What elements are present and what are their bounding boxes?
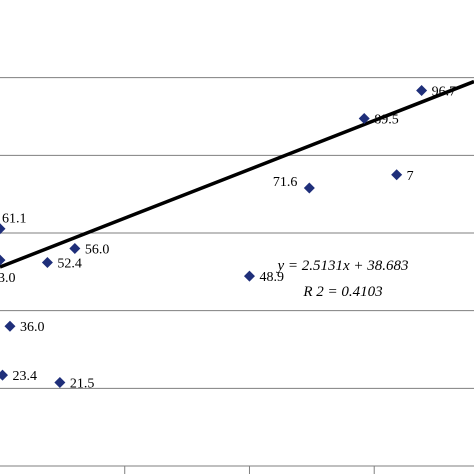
trendline [0, 79, 474, 269]
data-point [416, 84, 428, 96]
equation-box: y = 2.5131x + 38.683 R 2 = 0.4103 [275, 258, 408, 300]
data-point [54, 377, 66, 389]
data-label: 56.0 [85, 243, 110, 258]
data-label: 89.5 [374, 112, 399, 127]
data-point [391, 169, 403, 181]
data-label: 96.7 [432, 84, 457, 99]
data-point [0, 223, 6, 235]
data-point [358, 112, 370, 124]
data-label: 21.5 [70, 377, 95, 392]
trendline-equation: y = 2.5131x + 38.683 [275, 258, 408, 274]
data-label: 52.4 [57, 257, 82, 272]
data-point [41, 257, 53, 269]
data-point [0, 369, 8, 381]
data-label: 36.0 [20, 320, 45, 335]
axes [0, 465, 474, 474]
data-point [4, 320, 16, 332]
data-label: 23.4 [12, 369, 37, 384]
data-point [69, 243, 81, 255]
data-point [303, 182, 315, 194]
data-label: 7 [407, 169, 414, 184]
data-label: 48.9 [259, 270, 284, 285]
data-label: 3.0 [0, 271, 16, 286]
r-squared-label: R 2 = 0.4103 [302, 284, 382, 300]
data-points [0, 84, 428, 389]
data-point [0, 254, 6, 266]
data-labels: 61.1 3.0 52.456.0 36.0 23.4 21.5 48.9 71.6 89.5 9… [0, 84, 456, 391]
trendline-group [0, 79, 474, 269]
gridlines [0, 77, 474, 389]
data-label: 71.6 [273, 175, 298, 190]
data-point [243, 270, 255, 282]
data-label: 61.1 [2, 212, 27, 227]
